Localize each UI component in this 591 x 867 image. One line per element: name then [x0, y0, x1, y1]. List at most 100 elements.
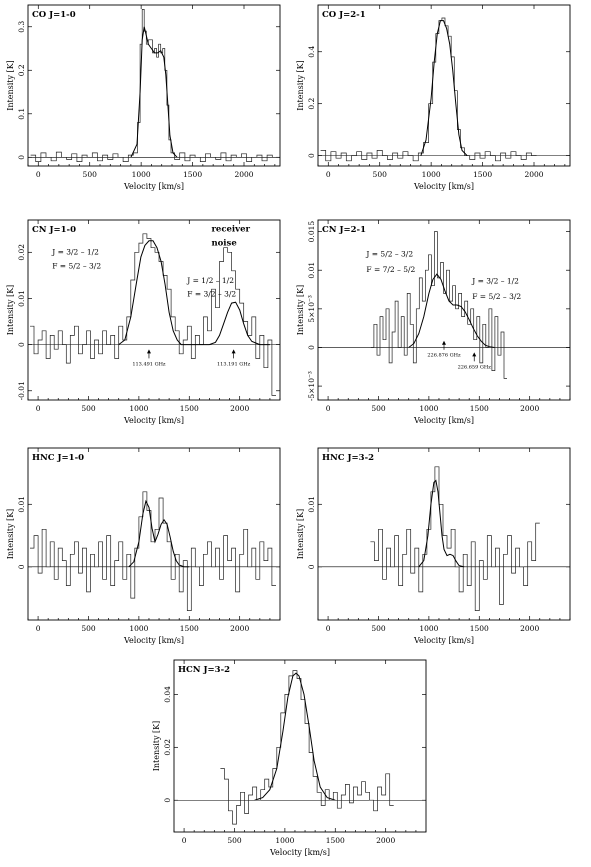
- panel-title: CO J=2-1: [322, 10, 366, 20]
- x-tick-label: 0: [36, 170, 41, 179]
- frequency-marker-label: 226.876 GHz: [427, 353, 461, 359]
- x-tick-label: 1000: [132, 170, 151, 179]
- y-tick-label: 0.01: [307, 262, 316, 279]
- x-tick-label: 1000: [129, 624, 148, 633]
- x-tick-label: 2000: [520, 624, 539, 633]
- x-tick-label: 1500: [326, 836, 345, 845]
- y-tick-label: 0.4: [307, 46, 316, 58]
- y-tick-label: 0.02: [163, 739, 172, 756]
- plot-frame: [317, 4, 571, 167]
- plot-frame: [27, 447, 281, 621]
- x-tick-label: 2000: [230, 404, 249, 413]
- y-axis-label: Intensity [K]: [152, 721, 161, 772]
- x-tick-label: 0: [36, 624, 41, 633]
- y-tick-label: 0: [17, 155, 26, 160]
- y-tick-label: 0: [163, 798, 172, 803]
- gaussian-fit-line: [420, 20, 468, 156]
- plot-frame: [317, 447, 571, 621]
- x-tick-label: 1500: [473, 170, 492, 179]
- y-tick-label: 0.02: [17, 244, 26, 261]
- x-tick-label: 500: [83, 170, 98, 179]
- x-tick-label: 1000: [419, 624, 438, 633]
- transition-label: F = 5/2 – 3/2: [472, 292, 521, 301]
- panel-title: HNC J=1-0: [32, 453, 84, 463]
- spectrum-line: [320, 17, 537, 162]
- x-tick-label: 1000: [422, 170, 441, 179]
- x-tick-label: 500: [371, 624, 386, 633]
- x-tick-label: 500: [373, 170, 388, 179]
- spectrum-line: [30, 233, 276, 396]
- x-tick-label: 1500: [470, 404, 489, 413]
- transition-label: J = 5/2 – 3/2: [365, 249, 413, 258]
- y-axis-label: Intensity [K]: [6, 285, 15, 336]
- y-axis-label: Intensity [K]: [6, 60, 15, 111]
- x-tick-label: 0: [326, 404, 331, 413]
- x-tick-label: 0: [182, 836, 187, 845]
- transition-label: F = 3/2 – 3/2: [187, 290, 236, 299]
- y-tick-label: 5×10⁻³: [307, 295, 316, 323]
- transition-label: F = 5/2 – 3/2: [52, 261, 101, 270]
- x-tick-label: 2000: [230, 624, 249, 633]
- spectrum-line: [370, 231, 507, 379]
- y-tick-label: 0.01: [17, 496, 26, 513]
- transition-label: J = 1/2 – 1/2: [186, 276, 234, 285]
- gaussian-fit-line: [418, 479, 465, 568]
- transition-label: F = 7/2 – 5/2: [366, 265, 415, 274]
- x-axis-label: Velocity [km/s]: [413, 182, 474, 191]
- x-tick-label: 500: [227, 836, 242, 845]
- y-tick-label: 0.2: [307, 97, 316, 109]
- y-axis-label: Intensity [K]: [296, 509, 305, 560]
- frequency-marker-label: 113.491 GHz: [132, 361, 166, 367]
- spectrum-panel-1: 0 500 1000 1500 2000 0 0.1 0.2 0.3 Velocity [km/s…: [6, 4, 281, 191]
- x-tick-label: 500: [81, 404, 96, 413]
- y-axis-label: Intensity [K]: [296, 60, 305, 111]
- y-tick-label: 0.04: [163, 686, 172, 703]
- panel-title: CO J=1-0: [32, 10, 76, 20]
- x-axis-label: Velocity [km/s]: [413, 636, 474, 645]
- x-tick-label: 0: [36, 404, 41, 413]
- x-tick-label: 1500: [470, 624, 489, 633]
- x-axis-label: Velocity [km/s]: [123, 416, 184, 425]
- transition-label: receiver: [211, 225, 250, 235]
- x-tick-label: 2000: [376, 836, 395, 845]
- x-tick-label: 0: [326, 170, 331, 179]
- arrow-head: [472, 352, 477, 357]
- gaussian-fit-line: [408, 273, 495, 348]
- arrow-head: [231, 349, 236, 354]
- frequency-marker-label: 226.659 GHz: [458, 364, 492, 370]
- y-tick-label: 0: [307, 564, 316, 569]
- spectrum-panel-6: 0 500 1000 1500 2000 0 0.01 Velocity [km/s] Inte…: [296, 447, 571, 645]
- x-tick-label: 500: [371, 404, 386, 413]
- y-axis-label: Intensity [K]: [6, 509, 15, 560]
- frequency-marker-label: 113.191 GHz: [217, 361, 251, 367]
- spectrum-line: [220, 670, 394, 825]
- gaussian-fit-line: [128, 499, 190, 568]
- panel-title: CN J=2-1: [322, 225, 366, 235]
- gaussian-fit-line: [130, 26, 178, 158]
- panel-title: CN J=1-0: [32, 225, 76, 235]
- plot-frame: [27, 4, 281, 167]
- y-tick-label: 0.2: [17, 64, 26, 76]
- gaussian-fit-line: [254, 672, 336, 801]
- panel-title: HCN J=3-2: [178, 665, 230, 675]
- y-tick-label: 0: [307, 153, 316, 158]
- x-tick-label: 0: [326, 624, 331, 633]
- plot-frame: [27, 219, 281, 401]
- spectrum-line: [370, 466, 540, 611]
- x-tick-label: 1000: [275, 836, 294, 845]
- x-axis-label: Velocity [km/s]: [123, 636, 184, 645]
- y-tick-label: 0: [307, 345, 316, 350]
- spectrum-panel-3: 0 500 1000 1500 2000 -0.01 0 0.01 0.02 Velocity […: [6, 219, 281, 425]
- arrow-head: [146, 349, 151, 354]
- x-tick-label: 2000: [520, 404, 539, 413]
- x-tick-label: 1000: [419, 404, 438, 413]
- spectrum-line: [30, 491, 276, 611]
- x-tick-label: 1500: [180, 404, 199, 413]
- y-tick-label: -5×10⁻³: [307, 371, 316, 401]
- plot-frame: [173, 659, 427, 833]
- x-tick-label: 2000: [234, 170, 253, 179]
- spectrum-panel-4: 0 500 1000 1500 2000 -5×10⁻³ 0 5×10⁻³ 0.01 0.015 V…: [296, 219, 571, 425]
- transition-label: J = 3/2 – 1/2: [51, 248, 99, 257]
- arrow-head: [442, 340, 446, 345]
